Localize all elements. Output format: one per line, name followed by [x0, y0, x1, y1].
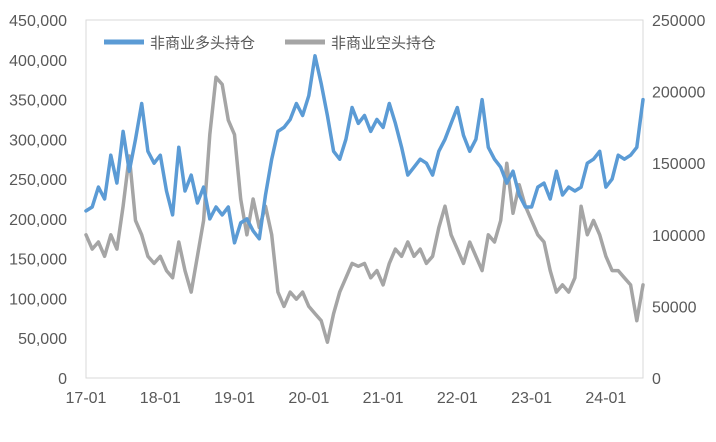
right-tick-label: 0 [652, 371, 661, 388]
left-tick-label: 450,000 [9, 13, 67, 30]
left-tick-label: 200,000 [9, 212, 67, 229]
x-tick-label: 22-01 [437, 390, 478, 407]
x-tick-label: 17-01 [66, 390, 107, 407]
legend: 非商业多头持仓 非商业空头持仓 [104, 35, 436, 52]
x-tick-label: 21-01 [363, 390, 404, 407]
left-axis: 0 50,000 100,000 150,000 200,000 250,000 300,0… [9, 13, 67, 388]
left-tick-label: 150,000 [9, 252, 67, 269]
left-tick-label: 250,000 [9, 172, 67, 189]
legend-label: 非商业空头持仓 [331, 35, 436, 52]
series-layer [84, 54, 645, 344]
right-axis: 0 50000 100000 150000 200000 250000 [652, 13, 705, 388]
right-tick-label: 250000 [652, 13, 705, 30]
legend-label: 非商业多头持仓 [150, 35, 255, 52]
long-position-line [84, 54, 645, 245]
left-tick-label: 400,000 [9, 53, 67, 70]
x-tick-label: 18-01 [140, 390, 181, 407]
right-tick-label: 50000 [652, 299, 697, 316]
left-tick-label: 100,000 [9, 291, 67, 308]
x-tick-label: 20-01 [288, 390, 329, 407]
left-tick-label: 350,000 [9, 93, 67, 110]
x-tick-label: 19-01 [214, 390, 255, 407]
right-tick-label: 200000 [652, 85, 705, 102]
x-axis: 17-01 18-01 19-01 20-01 21-01 22-01 23-01 24-01 [66, 390, 627, 407]
x-tick-label: 23-01 [511, 390, 552, 407]
short-position-line [84, 75, 645, 344]
left-tick-label: 50,000 [18, 331, 67, 348]
right-tick-label: 150000 [652, 156, 705, 173]
right-tick-label: 100000 [652, 228, 705, 245]
left-tick-label: 0 [58, 371, 67, 388]
x-tick-label: 24-01 [585, 390, 626, 407]
left-tick-label: 300,000 [9, 132, 67, 149]
